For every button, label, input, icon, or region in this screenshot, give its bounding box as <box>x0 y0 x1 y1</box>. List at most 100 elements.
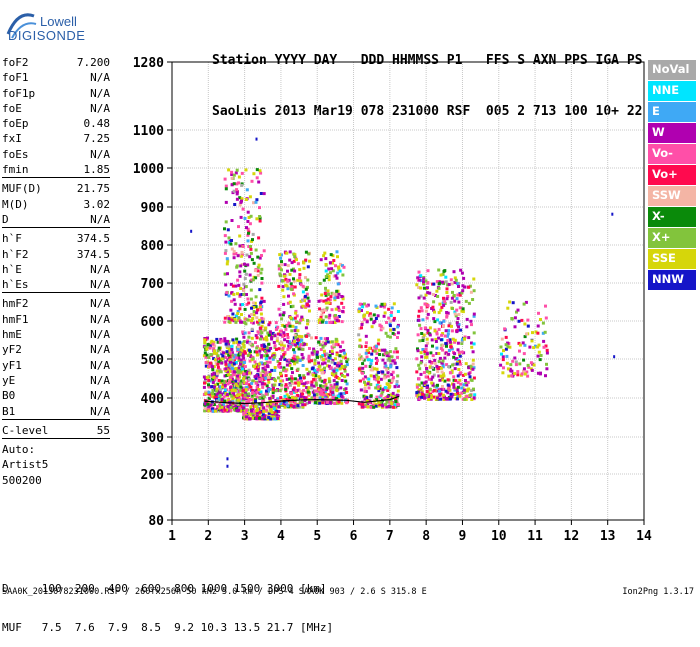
echo-point <box>317 340 321 344</box>
echo-point <box>234 320 238 324</box>
echo-point <box>306 319 309 323</box>
echo-point <box>366 348 370 352</box>
echo-point <box>453 388 457 392</box>
echo-point <box>287 321 291 325</box>
echo-point <box>374 403 378 407</box>
echo-point <box>255 198 259 202</box>
echo-point <box>296 378 300 382</box>
echo-point <box>322 349 326 353</box>
echo-point <box>215 369 219 373</box>
echo-point <box>236 369 240 373</box>
echo-point <box>268 399 272 403</box>
echo-point <box>253 393 257 397</box>
echo-point <box>299 347 303 351</box>
echo-point <box>307 386 311 390</box>
echo-point <box>245 410 248 414</box>
echo-point <box>287 294 290 298</box>
echo-point <box>470 398 474 401</box>
echo-point <box>456 341 460 345</box>
echo-point <box>226 464 229 468</box>
echo-point <box>279 396 283 400</box>
echo-point <box>232 182 236 186</box>
echo-point <box>537 343 541 347</box>
echo-point <box>441 344 445 348</box>
echo-point <box>218 394 222 397</box>
echo-point <box>219 337 223 341</box>
echo-point <box>211 377 215 381</box>
param-row: fmin 1.85 <box>2 162 110 177</box>
echo-point <box>202 385 206 389</box>
echo-point <box>223 272 227 276</box>
echo-point <box>207 378 211 382</box>
echo-point <box>232 252 236 256</box>
echo-point <box>359 379 362 383</box>
echo-point <box>381 390 385 394</box>
echo-point <box>363 397 367 401</box>
echo-point <box>334 264 337 268</box>
echo-point <box>257 236 261 240</box>
echo-point <box>463 398 467 401</box>
echo-point <box>232 292 236 296</box>
echo-point <box>368 400 372 404</box>
echo-point <box>241 381 244 385</box>
echo-point <box>307 354 311 358</box>
echo-point <box>377 371 381 374</box>
echo-point <box>300 353 304 356</box>
echo-point <box>332 343 335 347</box>
echo-point <box>446 311 450 315</box>
echo-point <box>369 362 373 366</box>
echo-point <box>375 351 379 355</box>
echo-point <box>464 362 468 366</box>
echo-point <box>298 345 302 349</box>
echo-point <box>317 388 321 392</box>
echo-point <box>335 389 339 393</box>
echo-point <box>250 258 254 262</box>
echo-point <box>223 374 227 378</box>
echo-point <box>518 362 522 366</box>
echo-point <box>385 400 389 404</box>
echo-point <box>419 361 423 365</box>
echo-point <box>454 393 458 396</box>
echo-point <box>517 341 521 345</box>
echo-point <box>251 379 255 383</box>
echo-point <box>468 284 472 288</box>
echo-point <box>216 340 220 344</box>
echo-point <box>293 396 297 400</box>
echo-point <box>332 373 336 377</box>
echo-point <box>324 301 328 305</box>
echo-point <box>461 397 465 401</box>
echo-point <box>282 366 286 370</box>
echo-point <box>459 268 463 272</box>
echo-point <box>369 374 373 378</box>
echo-point <box>362 315 366 319</box>
echo-point <box>256 255 260 259</box>
echo-point <box>232 362 236 366</box>
echo-point <box>254 305 258 309</box>
echo-point <box>383 373 387 377</box>
echo-point <box>296 380 300 384</box>
echo-point <box>263 337 267 341</box>
echo-point <box>212 357 216 361</box>
echo-point <box>289 282 293 286</box>
echo-point <box>472 314 476 318</box>
echo-point <box>266 375 270 379</box>
echo-point <box>224 362 228 366</box>
echo-point <box>376 377 380 381</box>
echo-point <box>345 401 349 405</box>
param-name: foEp <box>2 117 29 131</box>
echo-point <box>296 367 300 371</box>
echo-point <box>545 348 549 352</box>
echo-point <box>375 395 379 399</box>
echo-point <box>242 377 246 381</box>
echo-point <box>363 387 367 390</box>
legend-item: Vo- <box>648 144 696 164</box>
echo-point <box>222 351 225 355</box>
echo-point <box>251 391 254 395</box>
echo-point <box>249 251 253 255</box>
echo-point <box>365 355 369 359</box>
echo-point <box>248 359 252 363</box>
echo-point <box>300 338 304 342</box>
echo-point <box>335 250 339 254</box>
echo-point <box>238 294 242 298</box>
echo-point <box>429 394 433 397</box>
